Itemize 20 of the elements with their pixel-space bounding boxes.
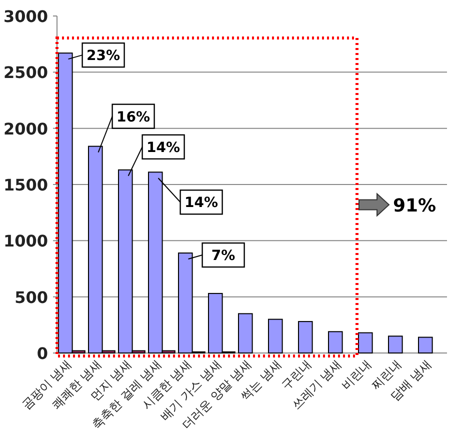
bar xyxy=(388,336,403,354)
y-tick-label: 500 xyxy=(14,288,48,307)
y-tick-label: 2000 xyxy=(3,119,48,138)
annotation: 91% xyxy=(393,196,436,217)
y-tick-label: 1500 xyxy=(3,176,48,194)
annotation: 14% xyxy=(146,140,180,156)
bar xyxy=(418,336,433,354)
y-tick-label: 2500 xyxy=(3,63,48,82)
bar xyxy=(238,313,253,354)
y-tick-label: 0 xyxy=(36,344,48,363)
bar xyxy=(328,331,343,354)
annotation: 14% xyxy=(184,195,218,212)
bar xyxy=(358,332,373,354)
annotation: 7% xyxy=(211,248,236,264)
annotation: 23% xyxy=(86,48,120,64)
y-tick-label: 3000 xyxy=(3,7,48,26)
bar xyxy=(268,318,283,354)
bar xyxy=(298,321,313,354)
y-tick-label: 1000 xyxy=(3,232,48,251)
annotation: 16% xyxy=(116,109,150,126)
